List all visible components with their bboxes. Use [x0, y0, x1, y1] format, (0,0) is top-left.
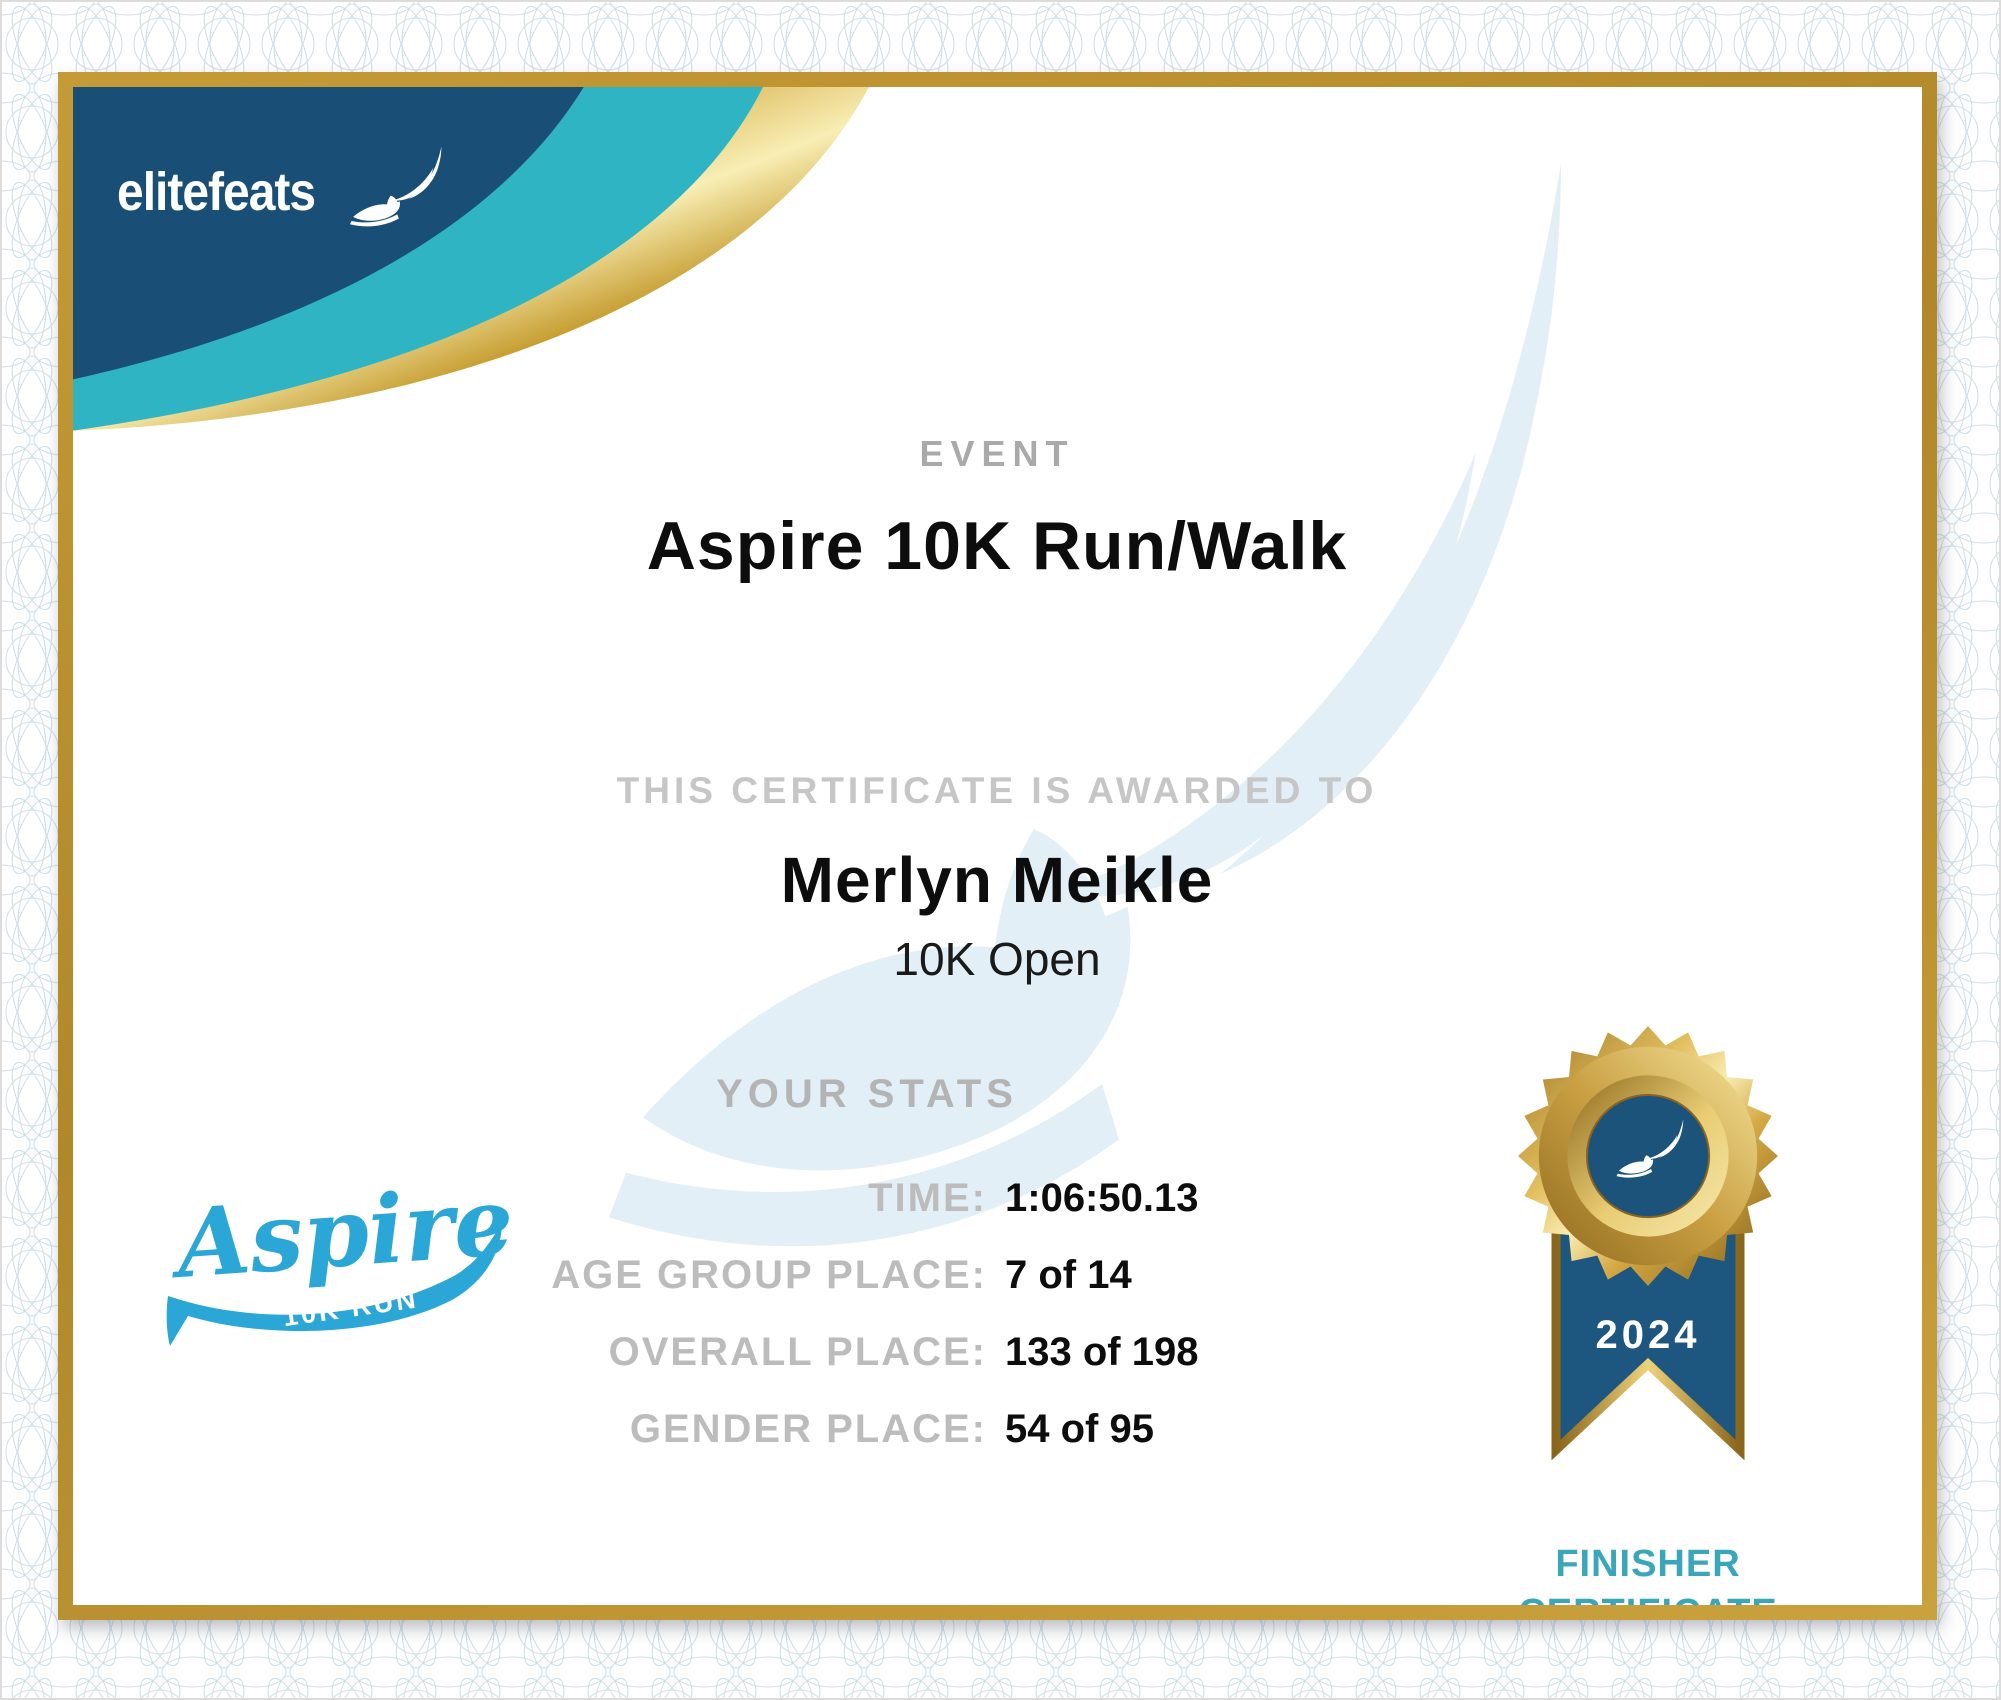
awarded-heading: THIS CERTIFICATE IS AWARDED TO: [616, 770, 1378, 811]
medal-rosette: [1518, 1026, 1778, 1286]
stat-value: 7 of 14: [1005, 1253, 1132, 1297]
header-swoosh-decoration: [73, 87, 869, 431]
brand-name: elitefeats: [117, 162, 316, 223]
brand-wingfoot-icon: [345, 133, 443, 255]
stat-row-age-group-place: AGE GROUP PLACE: 7 of 14: [73, 1237, 1573, 1314]
stat-label: OVERALL PLACE:: [608, 1330, 987, 1374]
medal-caption-top: FINISHER: [1555, 1543, 1741, 1585]
stat-row-overall-place: OVERALL PLACE: 133 of 198: [73, 1314, 1573, 1391]
event-label: EVENT: [919, 433, 1075, 474]
aspire-swoosh-ribbon: [166, 1222, 503, 1346]
recipient-name: Merlyn Meikle: [780, 844, 1214, 916]
finisher-medal: 2024: [1473, 987, 1913, 1605]
stat-value: 54 of 95: [1005, 1407, 1154, 1451]
stats-list: TIME: 1:06:50.13 AGE GROUP PLACE: 7 of 1…: [73, 1160, 1573, 1468]
rosette-center: [1585, 1093, 1711, 1219]
stat-value: 133 of 198: [1005, 1330, 1199, 1374]
certificate-card: elitefeats EVENT Aspire 10K Run/Walk THI…: [73, 87, 1922, 1605]
event-title: Aspire 10K Run/Walk: [646, 508, 1348, 584]
stat-label: AGE GROUP PLACE:: [551, 1253, 987, 1297]
navy-swoosh: [73, 87, 584, 380]
aspire-logo-name: Aspire: [166, 1167, 512, 1301]
division-name: 10K Open: [893, 933, 1101, 985]
stat-label: GENDER PLACE:: [629, 1407, 987, 1451]
stat-row-gender-place: GENDER PLACE: 54 of 95: [73, 1391, 1573, 1468]
medal-caption: FINISHER CERTIFICATE: [1483, 1540, 1813, 1605]
stat-row-time: TIME: 1:06:50.13: [73, 1160, 1573, 1237]
gold-frame: elitefeats EVENT Aspire 10K Run/Walk THI…: [58, 72, 1937, 1620]
stat-label: TIME:: [868, 1176, 987, 1220]
medal-year: 2024: [1596, 1313, 1701, 1357]
aspire-event-logo: Aspire 10K RUN: [166, 1167, 512, 1346]
stats-heading: YOUR STATS: [716, 1072, 1018, 1116]
brand-logo: elitefeats: [117, 165, 315, 220]
medal-caption-bottom: CERTIFICATE: [1483, 1589, 1813, 1605]
stat-value: 1:06:50.13: [1005, 1176, 1199, 1220]
